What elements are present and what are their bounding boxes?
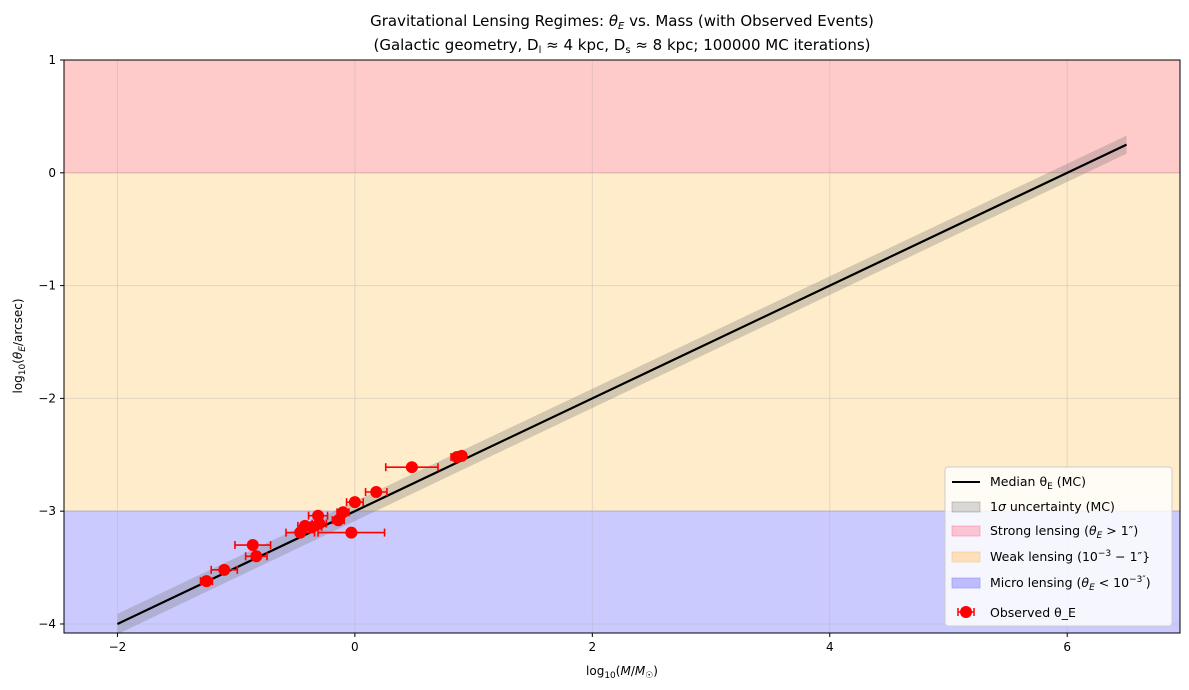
x-axis-label: log10(M/M☉) (586, 664, 658, 681)
x-tick-label-3: 4 (826, 640, 834, 654)
observed-point-0 (199, 575, 214, 588)
y-tick-label-2: −2 (38, 391, 56, 405)
legend-observed-label: Observed θ_E (990, 605, 1076, 620)
legend-strong-label: Strong lensing (θE > 1″) (990, 523, 1138, 541)
legend-micro-swatch (951, 577, 981, 589)
y-tick-label-5: 1 (48, 53, 56, 67)
y-axis-label: log10(θE/arcsec) (11, 298, 28, 393)
x-tick-label-2: 2 (588, 640, 596, 654)
legend-micro-label: Micro lensing (θE < 10−3″) (990, 575, 1151, 593)
axes-frame (63, 59, 1181, 634)
y-tick-label-1: −3 (38, 504, 56, 518)
legend: Median θE (MC) 1σ uncertainty (MC) Stron… (944, 466, 1173, 627)
y-tick-label-3: −1 (38, 279, 56, 293)
legend-median-label: Median θE (MC) (990, 474, 1086, 492)
median-line (116, 143, 1128, 625)
observed-point-14 (384, 461, 439, 474)
observed-point-16 (455, 449, 468, 462)
legend-box (944, 466, 1173, 627)
y-tick-label-4: 0 (48, 166, 56, 180)
observed-point-3 (244, 550, 268, 563)
observed-point-2 (234, 539, 272, 552)
chart-title-line-2: (Galactic geometry, Dl ≈ 4 kpc, Ds ≈ 8 k… (373, 36, 870, 56)
observed-point-1 (210, 563, 239, 576)
legend-weak-label: Weak lensing (10−3 − 1″} (990, 549, 1150, 564)
x-tick-label-1: 0 (351, 640, 359, 654)
legend-strong-swatch (951, 525, 981, 537)
x-tick-label-4: 6 (1063, 640, 1071, 654)
observed-point-13 (364, 486, 388, 499)
legend-uncertainty-swatch (951, 501, 981, 513)
region-band-0 (64, 60, 1180, 173)
legend-observed-swatch (957, 606, 975, 618)
chart-title-line-1: Gravitational Lensing Regimes: θE vs. Ma… (370, 12, 874, 32)
observed-point-12 (345, 496, 364, 509)
y-tick-label-0: −4 (38, 617, 56, 631)
x-tick-label-0: −2 (109, 640, 127, 654)
axes: −2 0 2 4 6 −4 −3 −2 −1 0 1 (38, 53, 1181, 654)
observed-point-11 (317, 526, 386, 539)
region-band-1 (64, 172, 1180, 512)
legend-weak-swatch (951, 551, 981, 563)
observed-point-10 (336, 506, 350, 519)
legend-uncertainty-label: 1σ uncertainty (MC) (990, 499, 1115, 514)
observed-point-8 (311, 517, 328, 530)
